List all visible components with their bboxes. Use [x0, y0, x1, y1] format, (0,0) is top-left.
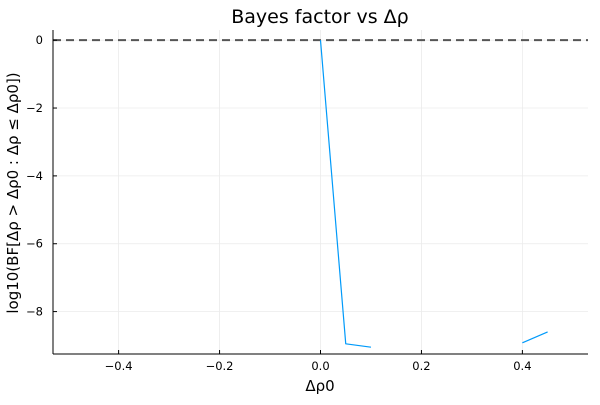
series-0-segment-1 — [522, 331, 548, 344]
series-0-segment-0 — [319, 40, 372, 348]
x-tick-label-3: 0.2 — [412, 359, 430, 373]
x-tick-label-2: 0.0 — [311, 359, 329, 373]
x-tick-label-1: −0.2 — [206, 359, 234, 373]
y-tick-label-1: −2 — [26, 101, 43, 115]
chart-title: Bayes factor vs Δρ — [231, 6, 409, 28]
axis-layer — [52, 30, 588, 355]
y-tick-label-2: −4 — [26, 169, 43, 183]
tick-label-layer: −0.4 −0.2 0.0 0.2 0.4 0 −2 −4 −6 −8 — [26, 33, 531, 373]
grid-layer — [53, 30, 588, 354]
x-tick-label-0: −0.4 — [105, 359, 133, 373]
y-tick-label-3: −6 — [26, 237, 43, 251]
y-tick-label-4: −8 — [26, 305, 43, 319]
series-layer — [319, 40, 548, 348]
y-tick-label-0: 0 — [36, 33, 43, 47]
x-tick-label-4: 0.4 — [513, 359, 531, 373]
x-axis-label: Δρ0 — [305, 377, 334, 395]
y-axis-label: log10(BF[Δρ > Δρ0 : Δρ ≤ Δρ0]) — [4, 72, 22, 313]
